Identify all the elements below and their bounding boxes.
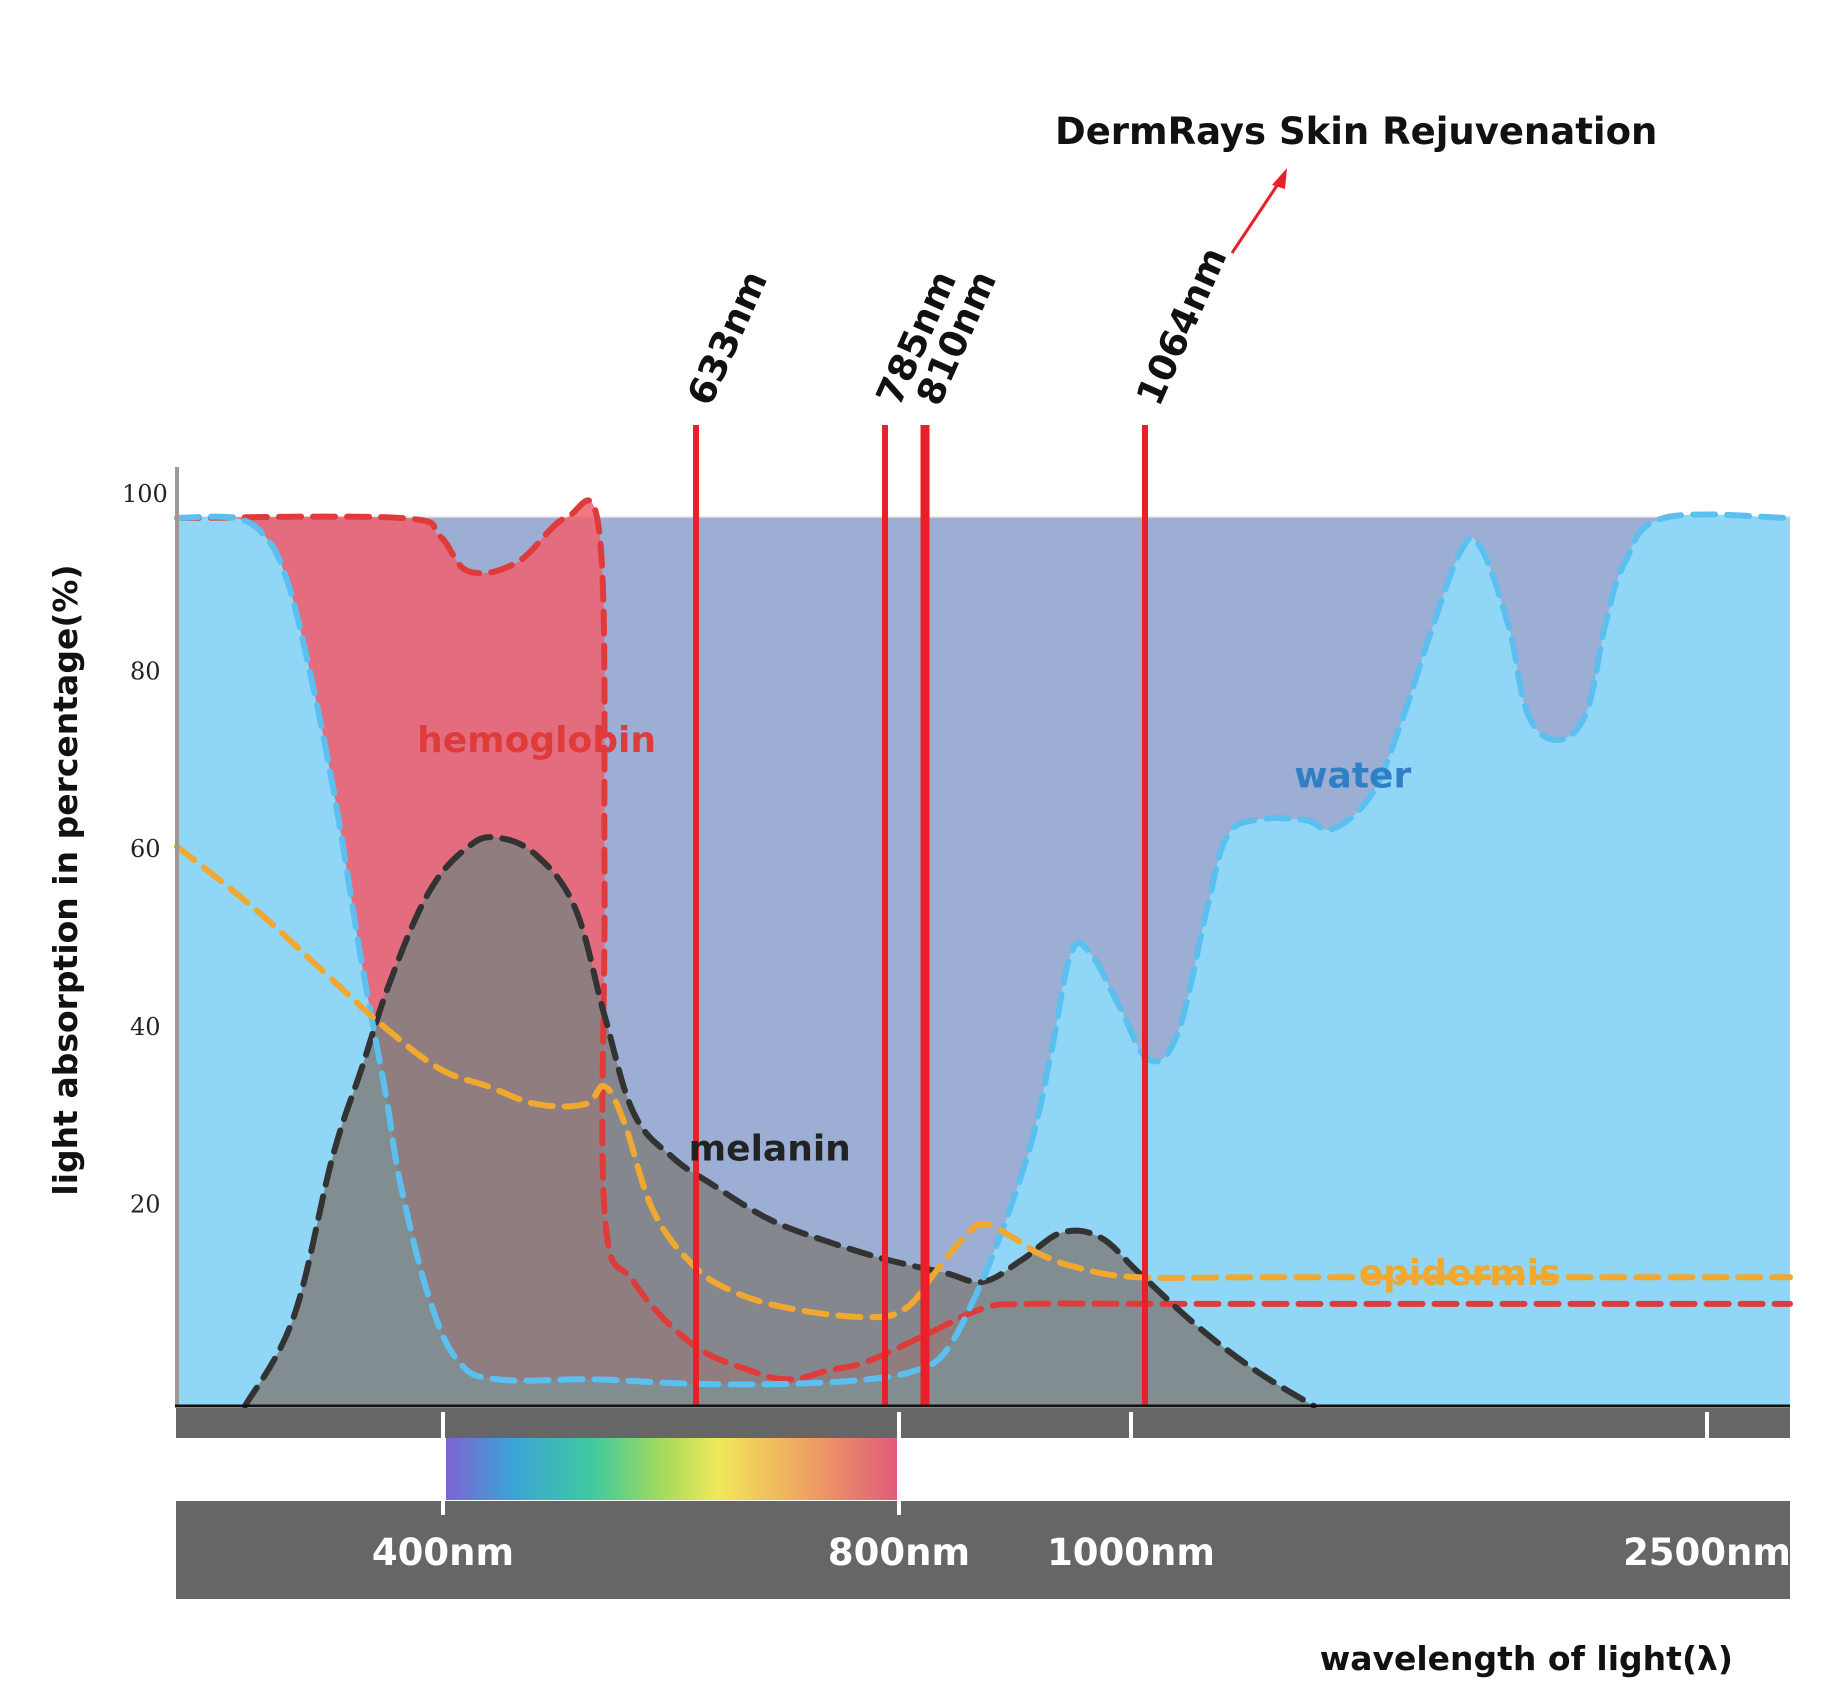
label-water: water [1294,756,1411,797]
label-hemoglobin: hemoglobin [417,720,656,761]
melanin-area [245,837,1314,1406]
region-labels: hemoglobin water melanin epidermis [417,720,1560,1294]
hemoglobin-curve [174,497,1793,1383]
y-axis-label: light absorption in percentage(%) [46,564,85,1195]
y-axis-ticks: 20 40 60 80 100 [122,480,168,1218]
water-area [177,514,1790,1406]
x-axis-label: wavelength of light(λ) [1320,1639,1733,1678]
y-tick-label: 100 [122,480,168,508]
x-tick-label: 800nm [828,1531,970,1574]
wavelength-band-top [176,1408,1790,1438]
absorption-curves [174,497,1793,1409]
x-axis-ticks: 400nm 800nm 1000nm 2500nm [372,1412,1791,1574]
y-tick-label: 80 [130,658,161,686]
label-epidermis: epidermis [1359,1253,1561,1294]
chart-title: DermRays Skin Rejuvenation [1055,110,1657,153]
title-arrow-head [1272,168,1287,189]
x-tick-label: 1000nm [1047,1531,1215,1574]
visible-spectrum [446,1438,900,1500]
melanin-curve [242,834,1317,1409]
x-tick-label: 400nm [372,1531,514,1574]
y-tick-label: 60 [130,835,161,863]
epidermis-curve [174,843,1793,1321]
title-arrow [1230,177,1284,254]
wavelength-band-bottom [176,1501,1790,1599]
laser-label-1064nm: 1064nm [1128,241,1236,412]
absorption-areas [177,500,1790,1406]
y-tick-label: 40 [130,1013,161,1041]
label-melanin: melanin [689,1128,851,1169]
x-tick-label: 2500nm [1623,1531,1791,1574]
water-curve [174,511,1793,1388]
y-tick-label: 20 [130,1190,161,1218]
laser-label-633nm: 633nm [679,264,776,411]
